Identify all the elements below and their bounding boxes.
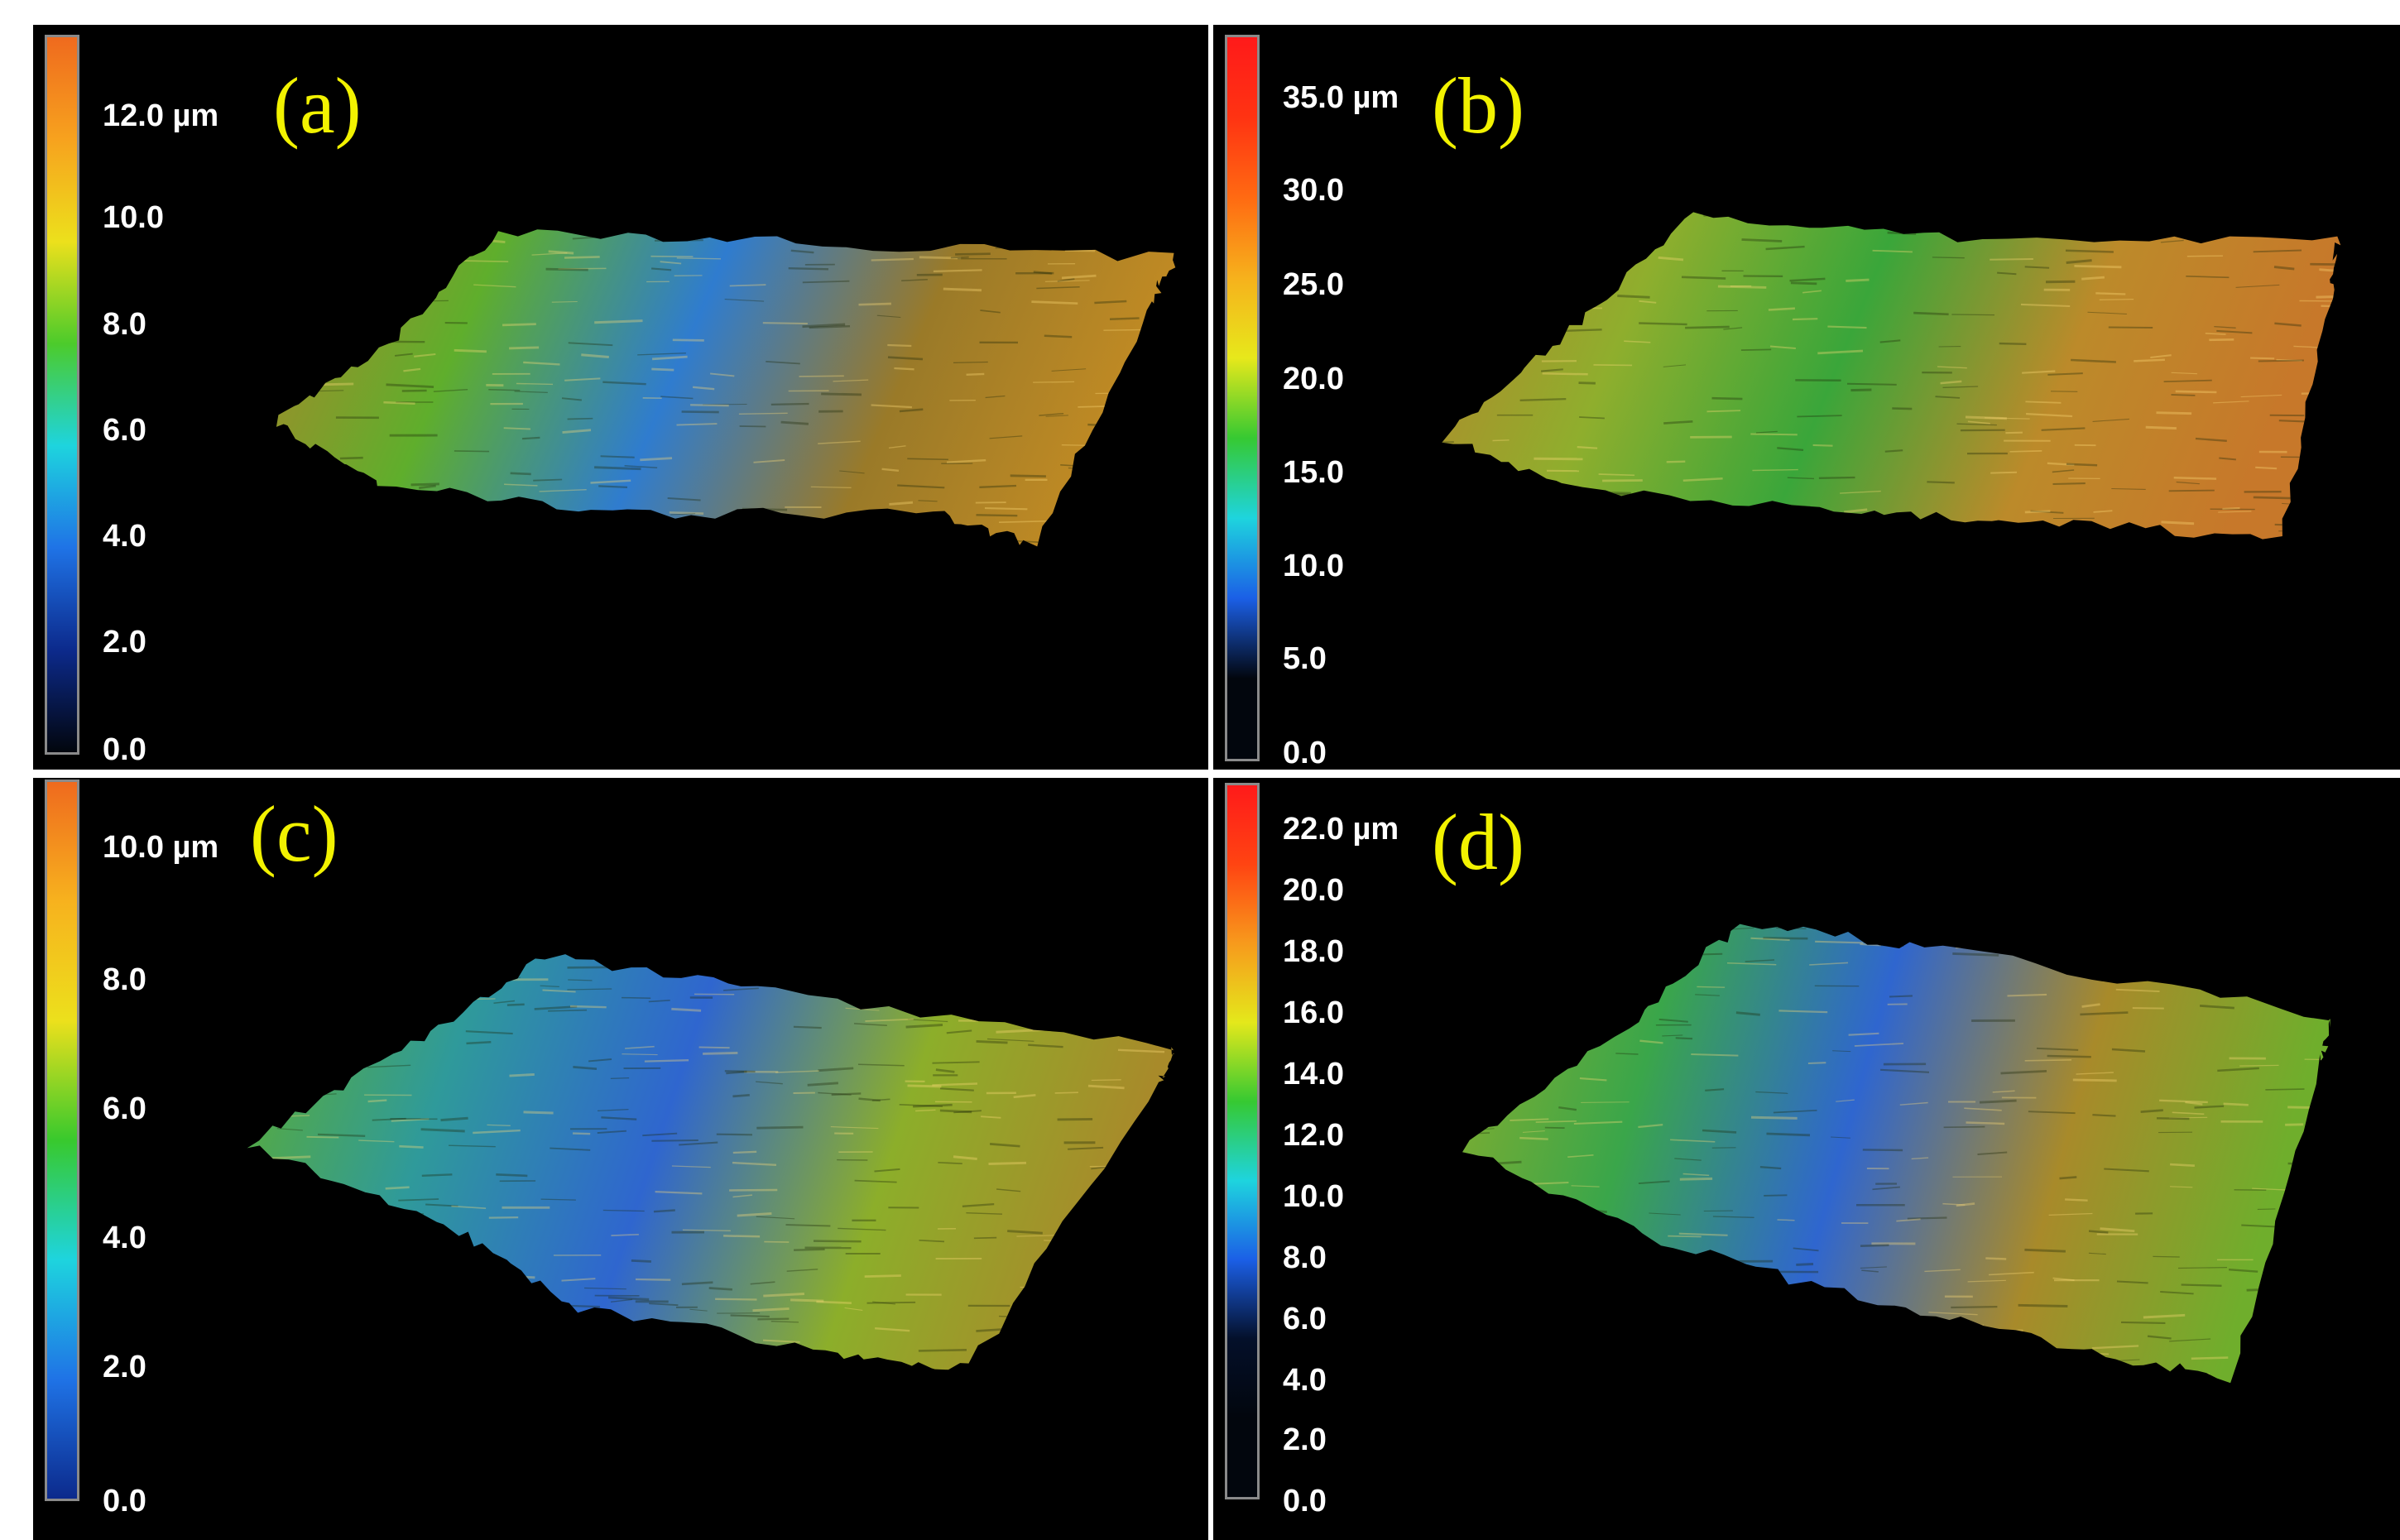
- surface-mesh: [1442, 212, 2341, 540]
- scale-tick-label: 8.0: [103, 307, 146, 342]
- scale-tick-label: 4.0: [103, 519, 146, 554]
- scale-tick-label: 0.0: [1283, 1484, 1327, 1518]
- scale-tick-label: 18.0: [1283, 934, 1344, 969]
- scale-tick-label: 4.0: [1283, 1363, 1327, 1398]
- panel-a: 12.0 µm 10.0 8.0 6.0 4.0 2.0 0.0 (a): [33, 25, 1208, 770]
- scale-tick-label: 10.0: [103, 200, 164, 235]
- scale-tick-label: 20.0: [1283, 362, 1344, 396]
- surface-topography: [247, 954, 1175, 1370]
- panel-b: 35.0 µm 30.0 25.0 20.0 15.0 10.0 5.0 0.0…: [1213, 25, 2400, 770]
- scale-max-label: 35.0 µm: [1283, 80, 1399, 115]
- scale-tick-label: 15.0: [1283, 455, 1344, 490]
- surface-fill: [1442, 212, 2341, 540]
- scale-tick-label: 12.0: [1283, 1118, 1344, 1153]
- surface-mesh: [276, 229, 1176, 547]
- scale-tick-label: 5.0: [1283, 641, 1327, 676]
- color-scale-bar: [1225, 35, 1260, 761]
- scale-tick-label: 2.0: [103, 625, 146, 660]
- scale-tick-label: 6.0: [1283, 1302, 1327, 1336]
- surface-topography: [276, 229, 1176, 547]
- surface-mesh: [247, 954, 1175, 1370]
- scale-tick-label: 16.0: [1283, 995, 1344, 1030]
- scale-tick-label: 10.0: [1283, 1179, 1344, 1214]
- scale-tick-label: 25.0: [1283, 267, 1344, 302]
- surface-fill: [276, 229, 1176, 547]
- panel-label: (a): [273, 61, 362, 150]
- surface-fill: [1462, 924, 2330, 1384]
- panel-c: 10.0 µm 8.0 6.0 4.0 2.0 0.0 (c): [33, 778, 1208, 1540]
- panel-label: (d): [1432, 798, 1524, 886]
- scale-tick-label: 10.0: [1283, 549, 1344, 583]
- scale-tick-label: 2.0: [103, 1350, 146, 1384]
- surface-topography: [1442, 212, 2341, 540]
- panel-label: (c): [250, 789, 338, 878]
- scale-tick-label: 4.0: [103, 1221, 146, 1255]
- surface-mesh: [1462, 924, 2330, 1384]
- scale-max-label: 12.0 µm: [103, 98, 219, 133]
- color-scale-bar: [45, 780, 79, 1501]
- panel-d: 22.0 µm 20.0 18.0 16.0 14.0 12.0 10.0 8.…: [1213, 778, 2400, 1540]
- scale-tick-label: 30.0: [1283, 173, 1344, 208]
- scale-tick-label: 8.0: [103, 962, 146, 997]
- scale-tick-label: 6.0: [103, 413, 146, 448]
- scale-tick-label: 0.0: [1283, 736, 1327, 770]
- panel-label: (b): [1432, 61, 1524, 150]
- scale-tick-label: 0.0: [103, 1484, 146, 1518]
- color-scale-bar: [1225, 783, 1260, 1499]
- scale-tick-label: 2.0: [1283, 1422, 1327, 1457]
- surface-fill: [247, 954, 1175, 1370]
- scale-max-label: 10.0 µm: [103, 830, 219, 865]
- scale-tick-label: 20.0: [1283, 873, 1344, 908]
- scale-tick-label: 14.0: [1283, 1057, 1344, 1091]
- scale-tick-label: 6.0: [103, 1091, 146, 1126]
- color-scale-bar: [45, 35, 79, 755]
- scale-max-label: 22.0 µm: [1283, 812, 1399, 847]
- scale-tick-label: 0.0: [103, 732, 146, 767]
- scale-tick-label: 8.0: [1283, 1240, 1327, 1275]
- surface-topography: [1462, 924, 2330, 1384]
